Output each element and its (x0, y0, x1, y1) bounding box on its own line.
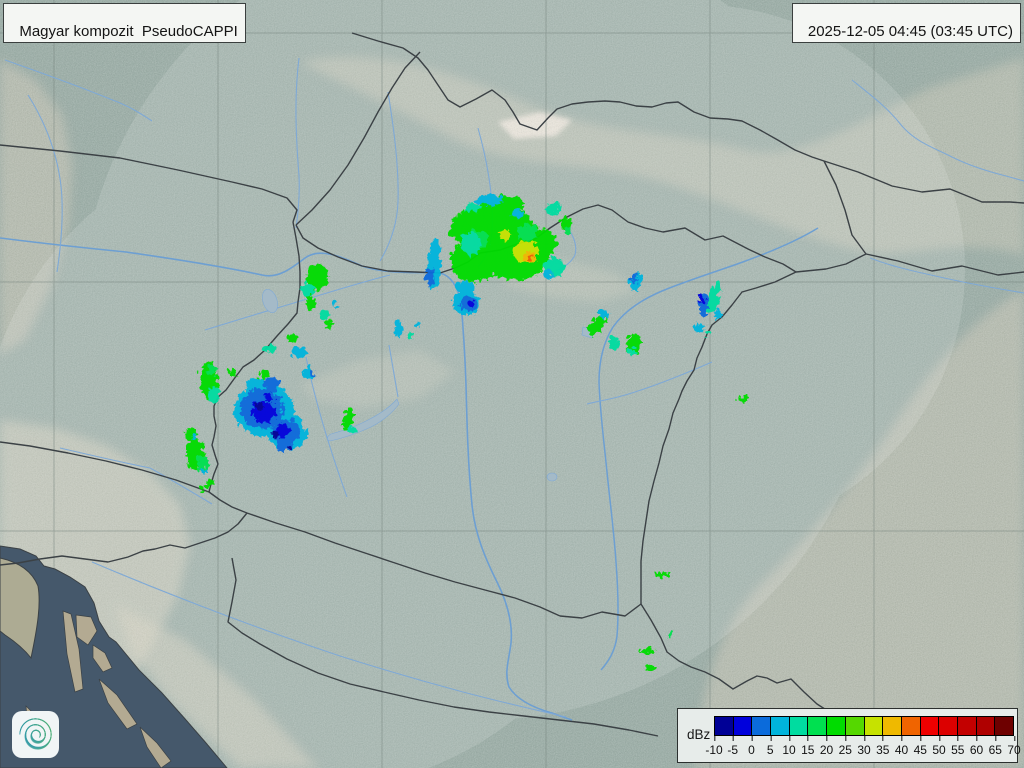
country-borders (0, 32, 1024, 761)
legend-swatch (920, 717, 940, 735)
legend-tick-label: -5 (727, 736, 738, 757)
timestamp-box: 2025-12-05 04:45 (03:45 UTC) (791, 3, 1021, 43)
legend-tick-label: 0 (748, 736, 755, 757)
legend-tick-label: 15 (801, 736, 814, 757)
spiral-logo-icon (14, 711, 59, 755)
product-label-box: Magyar kompozit PseudoCAPPI (3, 3, 246, 43)
legend-tick-label: 35 (876, 736, 889, 757)
legend-swatch (752, 717, 772, 735)
legend-swatch (715, 717, 734, 735)
timestamp-label: 2025-12-05 04:45 (03:45 UTC) (807, 23, 1013, 40)
radar-echoes (182, 191, 745, 669)
legend-tick-label: 10 (782, 736, 796, 757)
legend-tick-label: 70 (1007, 736, 1021, 757)
legend-swatch (976, 717, 996, 735)
legend-swatch (771, 717, 790, 735)
radar-coverage-area (0, 0, 965, 768)
hungaromet-logo (12, 711, 59, 758)
legend-tick-label: 40 (895, 736, 908, 757)
legend-swatch (827, 717, 846, 735)
legend-swatch (957, 717, 977, 735)
legend-tick-label: 25 (839, 736, 852, 757)
dbz-legend: dBz -10 -5 0 5 10 15 20 25 30 35 40 45 50 55 60 65 70 (677, 708, 1021, 763)
legend-unit-label: dBz (687, 727, 711, 742)
legend-swatch (733, 717, 753, 735)
legend-swatches (714, 716, 1014, 736)
adriatic-sea (0, 545, 228, 768)
legend-swatch (864, 717, 884, 735)
legend-swatch (883, 717, 902, 735)
legend-tick-label: 45 (914, 736, 927, 757)
legend-swatch (845, 717, 865, 735)
legend-swatch (995, 717, 1013, 735)
istria-peninsula (0, 557, 40, 660)
legend-tick-label: 50 (932, 736, 946, 757)
legend-swatch (808, 717, 828, 735)
legend-tick-label: 30 (857, 736, 871, 757)
legend-tick-label: 60 (970, 736, 983, 757)
product-label: Magyar kompozit PseudoCAPPI (19, 23, 238, 40)
legend-swatch (901, 717, 921, 735)
legend-swatch (939, 717, 958, 735)
legend-swatch (789, 717, 809, 735)
legend-tick-label: 5 (767, 736, 774, 757)
legend-tick-label: -10 (705, 736, 723, 757)
legend-tick-label: 55 (951, 736, 964, 757)
legend-tick-label: 20 (820, 736, 833, 757)
lake-balaton (327, 398, 400, 442)
legend-tick-label: 65 (989, 736, 1002, 757)
lake-neusiedl (262, 289, 278, 313)
legend-ticks: -10 -5 0 5 10 15 20 25 30 35 40 45 50 55 60 65 70 (705, 736, 1021, 758)
